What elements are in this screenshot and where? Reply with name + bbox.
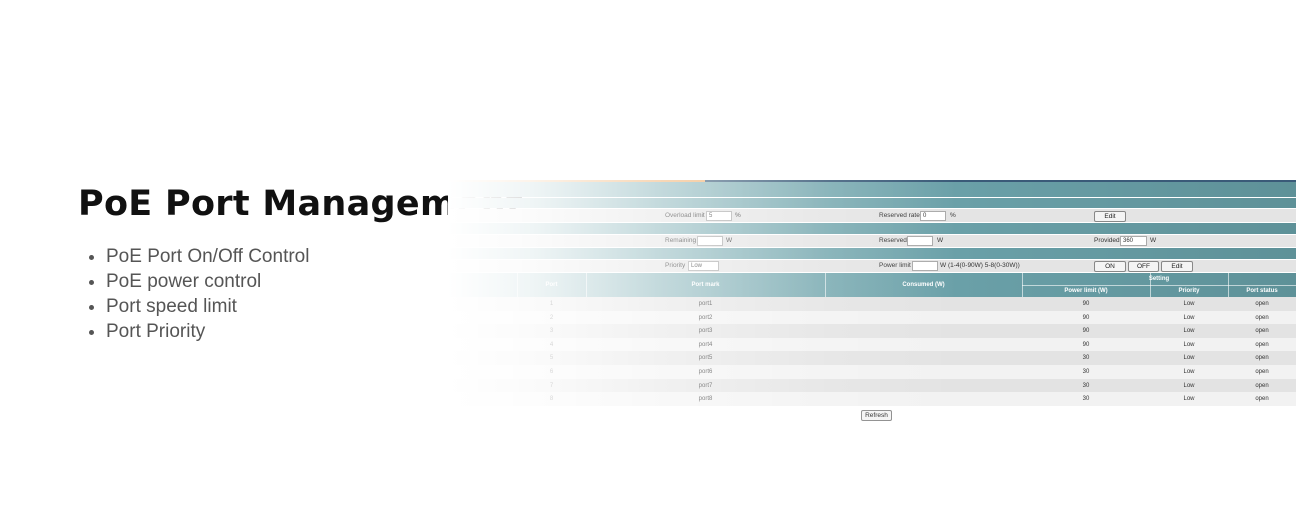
input[interactable] (912, 261, 938, 271)
column-header: Port mark (691, 282, 720, 288)
table-cell: 3 (549, 328, 554, 335)
table-cell: Low (1183, 369, 1195, 375)
table-cell: Low (1183, 341, 1195, 348)
feature-item: Port speed limit (106, 294, 309, 319)
table-cell: 7 (549, 382, 554, 389)
table-cell: Low (1183, 301, 1195, 307)
input[interactable]: 0 (920, 211, 946, 221)
table-cell: 90 (1082, 341, 1090, 348)
button[interactable]: Edit (1161, 261, 1193, 272)
table-cell: port8 (698, 396, 713, 403)
table-cell: Low (1183, 396, 1195, 403)
table-cell: Low (1183, 355, 1195, 362)
column-header: Power limit (W) (1064, 288, 1108, 294)
table-cell: Low (1183, 382, 1195, 389)
section-bar (448, 223, 1296, 234)
unit: W (1150, 237, 1157, 244)
input[interactable] (697, 236, 723, 246)
input[interactable] (907, 236, 933, 246)
table-cell: 30 (1082, 355, 1090, 362)
column-header: Port status (1246, 288, 1278, 294)
table-cell: 30 (1082, 396, 1090, 403)
button[interactable]: Refresh (861, 410, 892, 421)
button[interactable]: OFF (1128, 261, 1159, 272)
button[interactable]: ON (1094, 261, 1126, 272)
column-header: Setting (1148, 276, 1170, 282)
label: Overload limit (665, 212, 705, 219)
table-cell: 30 (1082, 382, 1090, 389)
column-header: Priority (1178, 288, 1200, 294)
label: Reserved rate (879, 212, 920, 219)
table-cell: 4 (549, 341, 554, 348)
section-bar (448, 248, 1296, 259)
input[interactable]: 5 (706, 211, 732, 221)
unit: % (950, 212, 956, 219)
unit: W (726, 237, 733, 244)
unit: W (937, 237, 944, 244)
table-cell: 90 (1082, 301, 1090, 307)
table-cell: Low (1183, 328, 1195, 335)
table-cell: port3 (698, 328, 713, 335)
column-header: Consumed (W) (902, 282, 945, 288)
label: Provided (1094, 237, 1120, 244)
table-cell: 2 (549, 314, 554, 321)
table-cell: port6 (698, 369, 713, 375)
unit: W (1-4(0-90W) 5-8(0-30W)) (940, 262, 1020, 269)
table-cell: open (1255, 301, 1269, 307)
table-cell: port5 (698, 355, 713, 362)
table-cell: port7 (698, 382, 713, 389)
table-cell: 6 (549, 369, 554, 375)
table-cell: 1 (549, 301, 554, 307)
select[interactable]: Low (688, 261, 719, 271)
table-cell: 5 (549, 355, 554, 362)
form-row (448, 209, 1296, 222)
feature-item: PoE Port On/Off Control (106, 244, 309, 269)
table-cell: open (1255, 382, 1269, 389)
header-divider (1022, 285, 1296, 286)
column-header: Port (545, 282, 558, 288)
table-cell: port1 (698, 301, 713, 307)
table-cell: 8 (549, 396, 554, 403)
table-cell: open (1255, 341, 1269, 348)
section-bar (448, 198, 1296, 208)
input[interactable]: 360 (1120, 236, 1147, 246)
form-row (448, 235, 1296, 247)
button[interactable]: Edit (1094, 211, 1126, 222)
table-cell: open (1255, 355, 1269, 362)
table-cell: open (1255, 396, 1269, 403)
feature-item: PoE power control (106, 269, 309, 294)
label: Reserved (879, 237, 907, 244)
unit: % (735, 212, 741, 219)
table-cell: port4 (698, 341, 713, 348)
header-bar (448, 182, 1296, 197)
feature-item: Port Priority (106, 319, 309, 344)
table-cell: 90 (1082, 328, 1090, 335)
label: Priority (665, 262, 686, 269)
table-cell: 30 (1082, 369, 1090, 375)
table-cell: open (1255, 314, 1269, 321)
feature-list: PoE Port On/Off ControlPoE power control… (88, 244, 309, 344)
table-cell: open (1255, 328, 1269, 335)
table-cell: port2 (698, 314, 713, 321)
table-cell: 90 (1082, 314, 1090, 321)
label: Remaining (665, 237, 697, 244)
table-cell: open (1255, 369, 1269, 375)
table-cell: Low (1183, 314, 1195, 321)
label: Power limit (879, 262, 911, 269)
